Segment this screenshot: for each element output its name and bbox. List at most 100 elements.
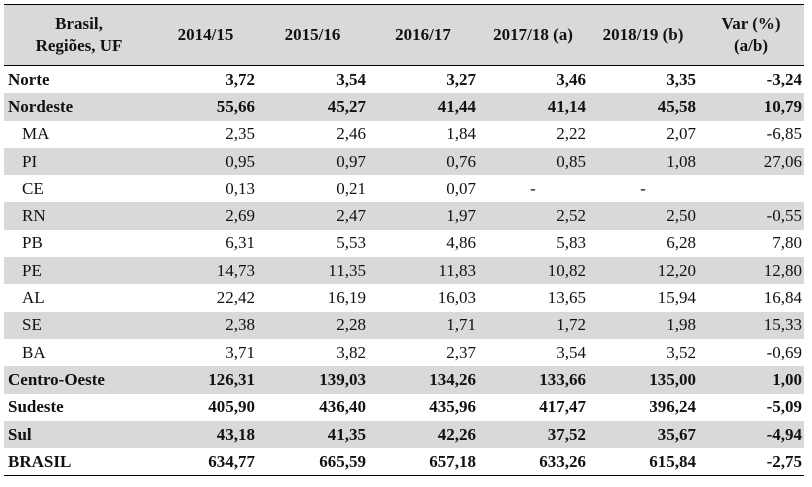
row-label: Sul [4, 420, 154, 449]
header-variation-line1: Var (%) [721, 14, 781, 33]
row-label: MA [22, 124, 50, 144]
cell: -0,55 [698, 202, 804, 230]
cell: 657,18 [368, 448, 478, 477]
cell: 1,97 [368, 202, 478, 230]
cell: -6,85 [766, 124, 802, 144]
cell: 37,52 [478, 420, 588, 449]
row-label: Norte [8, 69, 50, 89]
cell: 417,47 [539, 397, 586, 417]
row-label: Centro-Oeste [4, 366, 154, 394]
cell: 0,76 [368, 147, 478, 176]
cell: 0,95 [154, 147, 257, 176]
cell: 2,37 [446, 342, 476, 362]
row-label: PI [4, 147, 154, 176]
cell: 3,54 [556, 342, 586, 362]
cell: 4,86 [446, 233, 476, 253]
cell: 2,22 [556, 124, 586, 144]
cell: 1,72 [478, 311, 588, 339]
header-region-line2: Regiões, UF [35, 36, 123, 55]
cell: 11,35 [257, 257, 368, 285]
cell: - [530, 178, 536, 198]
table-row: Nordeste 55,66 45,27 41,44 41,14 45,58 1… [4, 93, 804, 121]
cell: 3,35 [666, 69, 696, 89]
cell: 41,14 [478, 93, 588, 121]
cell: 45,27 [257, 93, 368, 121]
cell: 2,52 [478, 202, 588, 230]
row-label: SE [4, 311, 154, 339]
cell: 1,71 [368, 311, 478, 339]
table-header: Brasil, Regiões, UF 2014/15 2015/16 2016… [4, 4, 804, 66]
cell: 13,65 [547, 288, 586, 308]
table-row: AL 22,42 16,19 16,03 13,65 15,94 16,84 [4, 284, 804, 311]
cell: 7,80 [772, 233, 802, 253]
cell: 0,21 [336, 178, 366, 198]
cell: 1,84 [446, 124, 476, 144]
cell: 2,07 [666, 124, 696, 144]
cell: -0,69 [766, 342, 802, 362]
table-row: PB 6,31 5,53 4,86 5,83 6,28 7,80 [4, 230, 804, 257]
cell: 16,84 [763, 288, 802, 308]
cell: 1,98 [588, 311, 698, 339]
table-row: PI 0,95 0,97 0,76 0,85 1,08 27,06 [4, 147, 804, 176]
cell: 22,42 [216, 288, 255, 308]
header-region: Brasil, Regiões, UF [4, 4, 154, 66]
cell: 6,28 [666, 233, 696, 253]
cell: 3,46 [556, 69, 586, 89]
header-2016-17: 2016/17 [368, 4, 478, 66]
cell: 436,40 [319, 397, 366, 417]
cell: 5,53 [336, 233, 366, 253]
cell: 2,46 [336, 124, 366, 144]
row-label: CE [22, 178, 44, 198]
cell: 133,66 [478, 366, 588, 394]
table-row: PE 14,73 11,35 11,83 10,82 12,20 12,80 [4, 257, 804, 285]
cell: 16,03 [437, 288, 476, 308]
row-label: BRASIL [4, 448, 154, 477]
cell: -2,75 [698, 448, 804, 477]
cell: 12,80 [698, 257, 804, 285]
table-row: Norte 3,72 3,54 3,27 3,46 3,35 -3,24 [4, 66, 804, 94]
header-2014-15: 2014/15 [154, 4, 257, 66]
cell: 3,52 [666, 342, 696, 362]
cell: 10,82 [478, 257, 588, 285]
cell: -3,24 [766, 69, 802, 89]
table-row: BRASIL 634,77 665,59 657,18 633,26 615,8… [4, 448, 804, 477]
cell: 45,58 [588, 93, 698, 121]
cell: 27,06 [698, 147, 804, 176]
cell: 405,90 [208, 397, 255, 417]
cell: 15,33 [698, 311, 804, 339]
row-label: PB [22, 233, 43, 253]
header-region-line1: Brasil, [55, 14, 103, 33]
row-label: Sudeste [8, 397, 64, 417]
table-row: Sul 43,18 41,35 42,26 37,52 35,67 -4,94 [4, 420, 804, 449]
cell: 55,66 [154, 93, 257, 121]
table-row: BA 3,71 3,82 2,37 3,54 3,52 -0,69 [4, 339, 804, 366]
cell: 0,07 [446, 178, 476, 198]
header-2015-16: 2015/16 [257, 4, 368, 66]
cell: 3,54 [336, 69, 366, 89]
cell: - [640, 178, 646, 198]
table-row: SE 2,38 2,28 1,71 1,72 1,98 15,33 [4, 311, 804, 339]
cell: 0,13 [225, 178, 255, 198]
cell: 12,20 [588, 257, 698, 285]
cell: 1,00 [698, 366, 804, 394]
cell: -5,09 [766, 397, 802, 417]
table-row: MA 2,35 2,46 1,84 2,22 2,07 -6,85 [4, 121, 804, 148]
cell: 634,77 [154, 448, 257, 477]
cell: 3,27 [446, 69, 476, 89]
header-row: Brasil, Regiões, UF 2014/15 2015/16 2016… [4, 4, 804, 66]
cell: 35,67 [588, 420, 698, 449]
cell: 0,97 [257, 147, 368, 176]
cell: 5,83 [556, 233, 586, 253]
cell: 3,82 [336, 342, 366, 362]
cell: 135,00 [588, 366, 698, 394]
cell: 16,19 [327, 288, 366, 308]
cell: 633,26 [478, 448, 588, 477]
table-row: RN 2,69 2,47 1,97 2,52 2,50 -0,55 [4, 202, 804, 230]
cell: 126,31 [154, 366, 257, 394]
table-row: Centro-Oeste 126,31 139,03 134,26 133,66… [4, 366, 804, 394]
table-row: Sudeste 405,90 436,40 435,96 417,47 396,… [4, 394, 804, 421]
header-variation-line2: (a/b) [734, 36, 768, 55]
cell: 11,83 [368, 257, 478, 285]
cell: 10,79 [698, 93, 804, 121]
table-body: Norte 3,72 3,54 3,27 3,46 3,35 -3,24 Nor… [4, 66, 804, 477]
